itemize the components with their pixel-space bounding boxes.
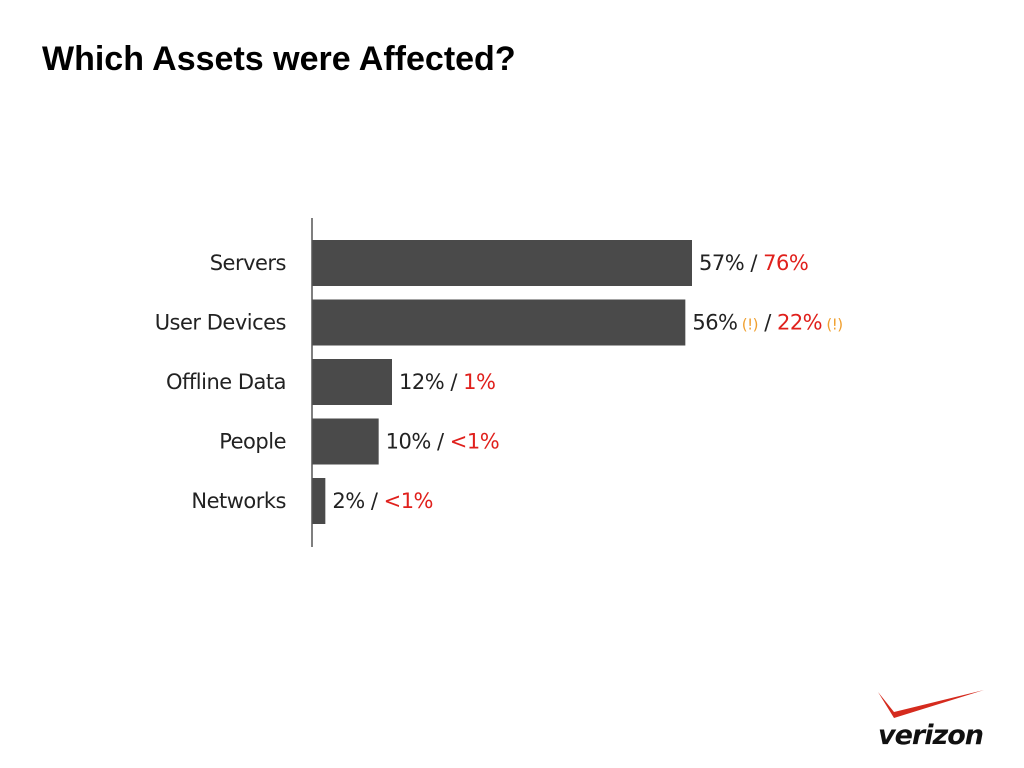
data-label-separator: / [431,430,450,454]
logo-wordmark: verizon [878,720,983,751]
data-label: 10% / <1% [386,430,500,454]
data-label-secondary: 22% [777,311,822,335]
data-label-secondary: <1% [384,489,433,513]
data-label-primary: 10% [386,430,431,454]
logo-check-mark [878,690,984,718]
bar [312,478,326,524]
data-label-primary: 12% [399,370,444,394]
slide-title: Which Assets were Affected? [42,40,516,78]
bar [312,299,686,346]
data-label-secondary: <1% [450,430,499,454]
verizon-logo: verizon [878,690,984,751]
data-label-separator: / [365,489,384,513]
bar [312,359,392,405]
bar [312,240,692,286]
data-label: 56% (!) / 22% (!) [692,311,842,335]
data-label-separator: / [444,370,463,394]
category-label: Offline Data [166,370,286,394]
category-label: Networks [191,489,286,513]
data-label: 2% / <1% [332,489,433,513]
data-label-secondary-flag: (!) [822,316,843,334]
data-label-secondary: 76% [763,251,808,275]
data-label-separator: / [758,311,777,335]
category-label: Servers [210,251,286,275]
data-label-primary: 57% [699,251,744,275]
data-label-primary-flag: (!) [738,316,759,334]
data-label: 12% / 1% [399,370,495,394]
data-label-primary: 2% [332,489,364,513]
category-label: People [219,430,286,454]
data-label-primary: 56% [692,311,737,335]
bar [312,418,379,465]
data-label-separator: / [744,251,763,275]
data-label-secondary: 1% [463,370,495,394]
category-label: User Devices [155,311,286,335]
data-label: 57% / 76% [699,251,808,275]
